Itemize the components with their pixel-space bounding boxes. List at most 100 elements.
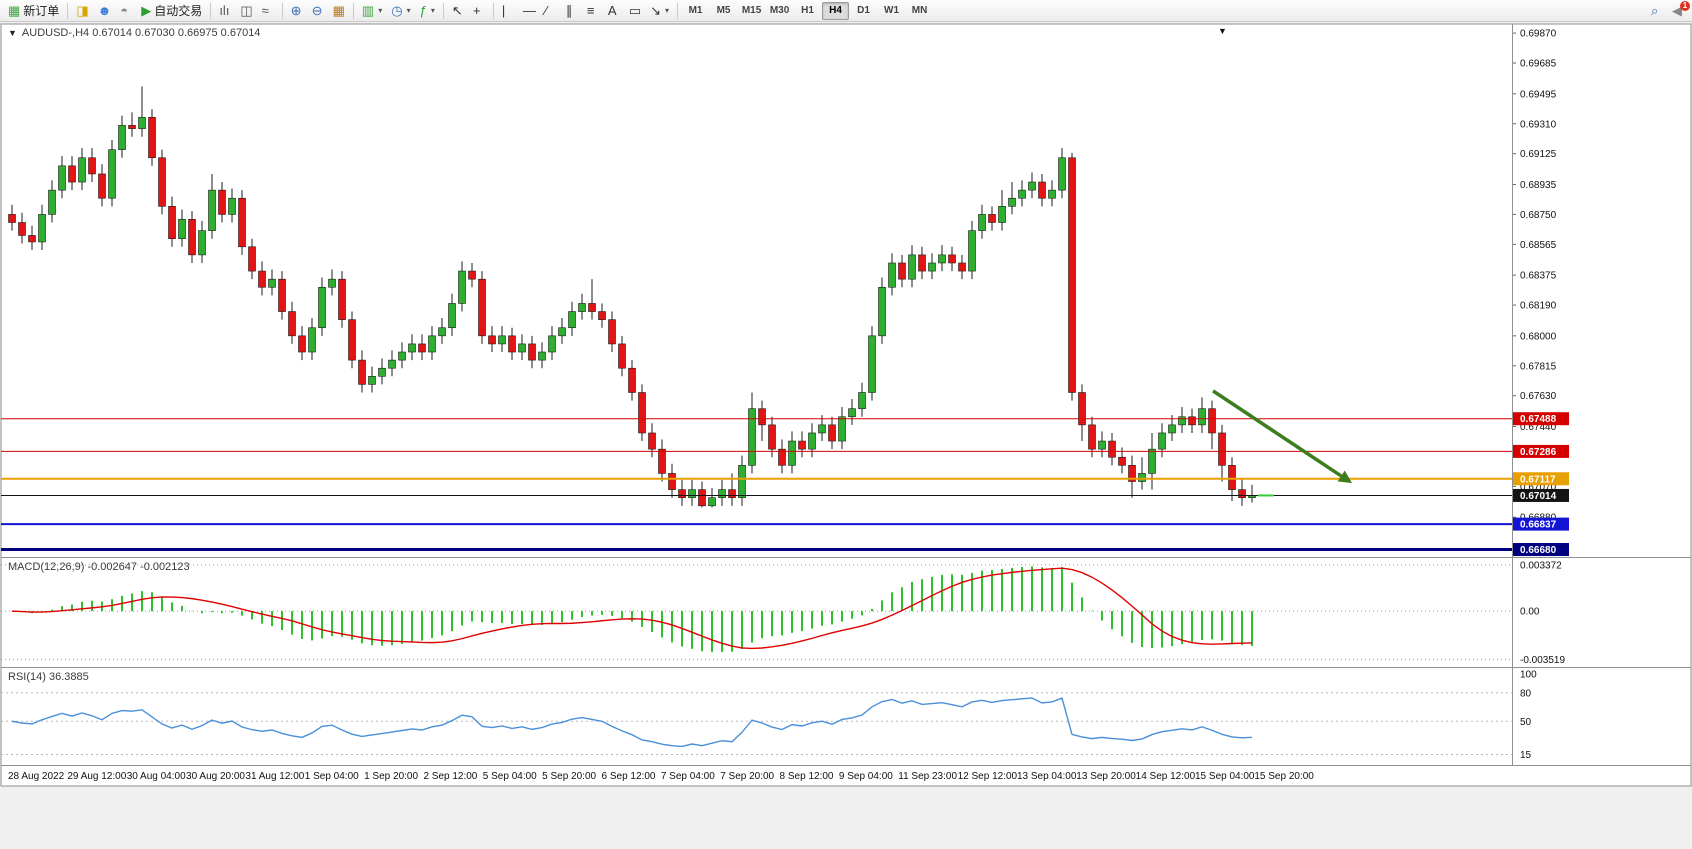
- text-label-button[interactable]: ▭: [625, 1, 645, 21]
- svg-text:11 Sep 23:00: 11 Sep 23:00: [898, 771, 957, 782]
- toolbar-separator: [677, 2, 679, 19]
- zoom-in-button[interactable]: ⊕: [287, 1, 307, 21]
- svg-text:0.67630: 0.67630: [1520, 391, 1557, 402]
- community-button[interactable]: ☻: [94, 1, 116, 21]
- chart-frame: [0, 23, 1692, 787]
- price-badge: [1513, 412, 1569, 426]
- search-icon: ⌕: [1651, 3, 1659, 18]
- svg-text:0.67286: 0.67286: [1520, 447, 1557, 458]
- notification-badge: 1: [1680, 0, 1690, 11]
- svg-text:0.67014: 0.67014: [1520, 491, 1557, 502]
- zoom-out-button[interactable]: ⊖: [308, 1, 328, 21]
- bar-chart-icon: ılı: [219, 3, 230, 18]
- svg-text:0.67815: 0.67815: [1520, 361, 1557, 372]
- headset-icon: ◓: [120, 3, 129, 18]
- svg-text:0.69870: 0.69870: [1520, 29, 1557, 40]
- svg-text:0.003372: 0.003372: [1520, 560, 1562, 571]
- alerts-icon: ◀: [1672, 3, 1682, 18]
- svg-text:50: 50: [1520, 717, 1532, 728]
- price-badge: [1513, 488, 1569, 502]
- layers-icon: ◨: [76, 3, 89, 18]
- alerts-button[interactable]: ◀ 1: [1668, 0, 1690, 21]
- svg-text:0.67488: 0.67488: [1520, 414, 1557, 425]
- timeframe-mn-button[interactable]: MN: [906, 2, 933, 20]
- new-chart-icon: ▥: [361, 3, 375, 18]
- indicators-button[interactable]: ƒ ▾: [416, 1, 439, 21]
- svg-text:0.67117: 0.67117: [1520, 474, 1556, 485]
- price-badge: [1513, 444, 1569, 458]
- svg-text:0.66680: 0.66680: [1520, 545, 1557, 556]
- layers-button[interactable]: ◨: [72, 1, 92, 21]
- trend-arrow-head: [1337, 470, 1352, 484]
- svg-text:31 Aug 12:00: 31 Aug 12:00: [245, 771, 304, 782]
- toolbar-separator: [442, 2, 444, 19]
- svg-text:0.68935: 0.68935: [1520, 180, 1557, 191]
- horizontal-line-button[interactable]: —: [519, 1, 540, 21]
- arrows-button[interactable]: ↘ ▾: [646, 1, 673, 21]
- toolbar: ▦ 新订单 ◨ ☻ ◓ ▶ 自动交易 ılı ◫ ≈ ⊕ ⊖ ▦ ▥ ▾ ◷ ▾ ƒ ▾ ↖ + | — ∕ ∥ ≡ A ▭ ↘ ▾ M1 M…: [0, 0, 1692, 22]
- svg-text:28 Aug 2022: 28 Aug 2022: [8, 771, 65, 782]
- cursor-button[interactable]: ↖: [448, 1, 468, 21]
- vline-icon: |: [501, 3, 506, 18]
- equidistant-channel-button[interactable]: ∥: [562, 1, 582, 21]
- dropdown-arrow-icon: ▾: [378, 6, 383, 15]
- svg-text:0.68750: 0.68750: [1520, 210, 1557, 221]
- timeframe-d1-button[interactable]: D1: [850, 2, 877, 20]
- trend-arrow[interactable]: [1212, 389, 1343, 478]
- svg-text:1 Sep 04:00: 1 Sep 04:00: [305, 771, 359, 782]
- new-order-button[interactable]: ▦ 新订单: [4, 1, 63, 21]
- timeframe-m5-button[interactable]: M5: [710, 2, 737, 20]
- timeframe-m30-button[interactable]: M30: [766, 2, 793, 20]
- svg-text:100: 100: [1520, 669, 1537, 680]
- fibo-icon: ≡: [586, 3, 595, 18]
- timeframe-w1-button[interactable]: W1: [878, 2, 905, 20]
- indicators-icon: ƒ: [419, 3, 427, 18]
- label-icon: ▭: [628, 3, 642, 18]
- support-button[interactable]: ◓: [116, 1, 136, 21]
- svg-text:13 Sep 20:00: 13 Sep 20:00: [1076, 771, 1136, 782]
- zoom-out-icon: ⊖: [311, 3, 323, 18]
- text-icon: A: [607, 3, 617, 18]
- svg-text:0.69125: 0.69125: [1520, 149, 1557, 160]
- timeframe-m15-button[interactable]: M15: [738, 2, 765, 20]
- autotrade-button[interactable]: ▶ 自动交易: [137, 1, 206, 21]
- candlestick-icon: ◫: [240, 3, 253, 18]
- svg-text:6 Sep 12:00: 6 Sep 12:00: [602, 771, 656, 782]
- trendline-icon: ∕: [544, 3, 547, 18]
- profiles-button[interactable]: ◷ ▾: [387, 1, 414, 21]
- svg-text:30 Aug 04:00: 30 Aug 04:00: [127, 771, 186, 782]
- tile-windows-button[interactable]: ▦: [329, 1, 349, 21]
- candlestick-button[interactable]: ◫: [236, 1, 256, 21]
- price-badge: [1513, 517, 1569, 531]
- bar-chart-button[interactable]: ılı: [215, 1, 235, 21]
- price-chart: 0.69870 0.69685 0.69495 0.69310 0.69125 0.689…: [0, 22, 1692, 849]
- chart-window: 0.69870 0.69685 0.69495 0.69310 0.69125 0.689…: [0, 22, 1692, 849]
- vertical-line-button[interactable]: |: [498, 1, 518, 21]
- crosshair-button[interactable]: +: [469, 1, 489, 21]
- svg-text:15 Sep 04:00: 15 Sep 04:00: [1195, 771, 1255, 782]
- trendline-button[interactable]: ∕: [541, 1, 561, 21]
- new-chart-button[interactable]: ▥ ▾: [358, 1, 386, 21]
- line-chart-button[interactable]: ≈: [258, 1, 278, 21]
- timeframe-m1-button[interactable]: M1: [682, 2, 709, 20]
- autotrade-icon: ▶: [141, 3, 152, 18]
- new-order-button-label: 新订单: [23, 4, 60, 18]
- svg-text:0.69685: 0.69685: [1520, 59, 1557, 70]
- svg-text:12 Sep 12:00: 12 Sep 12:00: [958, 771, 1018, 782]
- text-button[interactable]: A: [604, 1, 624, 21]
- svg-text:14 Sep 12:00: 14 Sep 12:00: [1136, 771, 1196, 782]
- timeframe-h4-button[interactable]: H4: [822, 1, 850, 20]
- svg-text:15 Sep 20:00: 15 Sep 20:00: [1254, 771, 1314, 782]
- macd-signal-line: [11, 567, 1253, 650]
- timeframe-h1-button[interactable]: H1: [794, 2, 821, 20]
- svg-text:1 Sep 20:00: 1 Sep 20:00: [364, 771, 418, 782]
- search-button[interactable]: ⌕: [1647, 1, 1667, 21]
- svg-text:8 Sep 12:00: 8 Sep 12:00: [780, 771, 834, 782]
- tile-windows-icon: ▦: [332, 3, 345, 18]
- svg-text:0.68000: 0.68000: [1520, 331, 1557, 342]
- fibonacci-button[interactable]: ≡: [583, 1, 603, 21]
- new-order-icon: ▦: [8, 3, 21, 18]
- one-click-trading-toggle[interactable]: [8, 27, 17, 39]
- svg-text:29 Aug 12:00: 29 Aug 12:00: [67, 771, 126, 782]
- toolbar-separator: [67, 2, 69, 19]
